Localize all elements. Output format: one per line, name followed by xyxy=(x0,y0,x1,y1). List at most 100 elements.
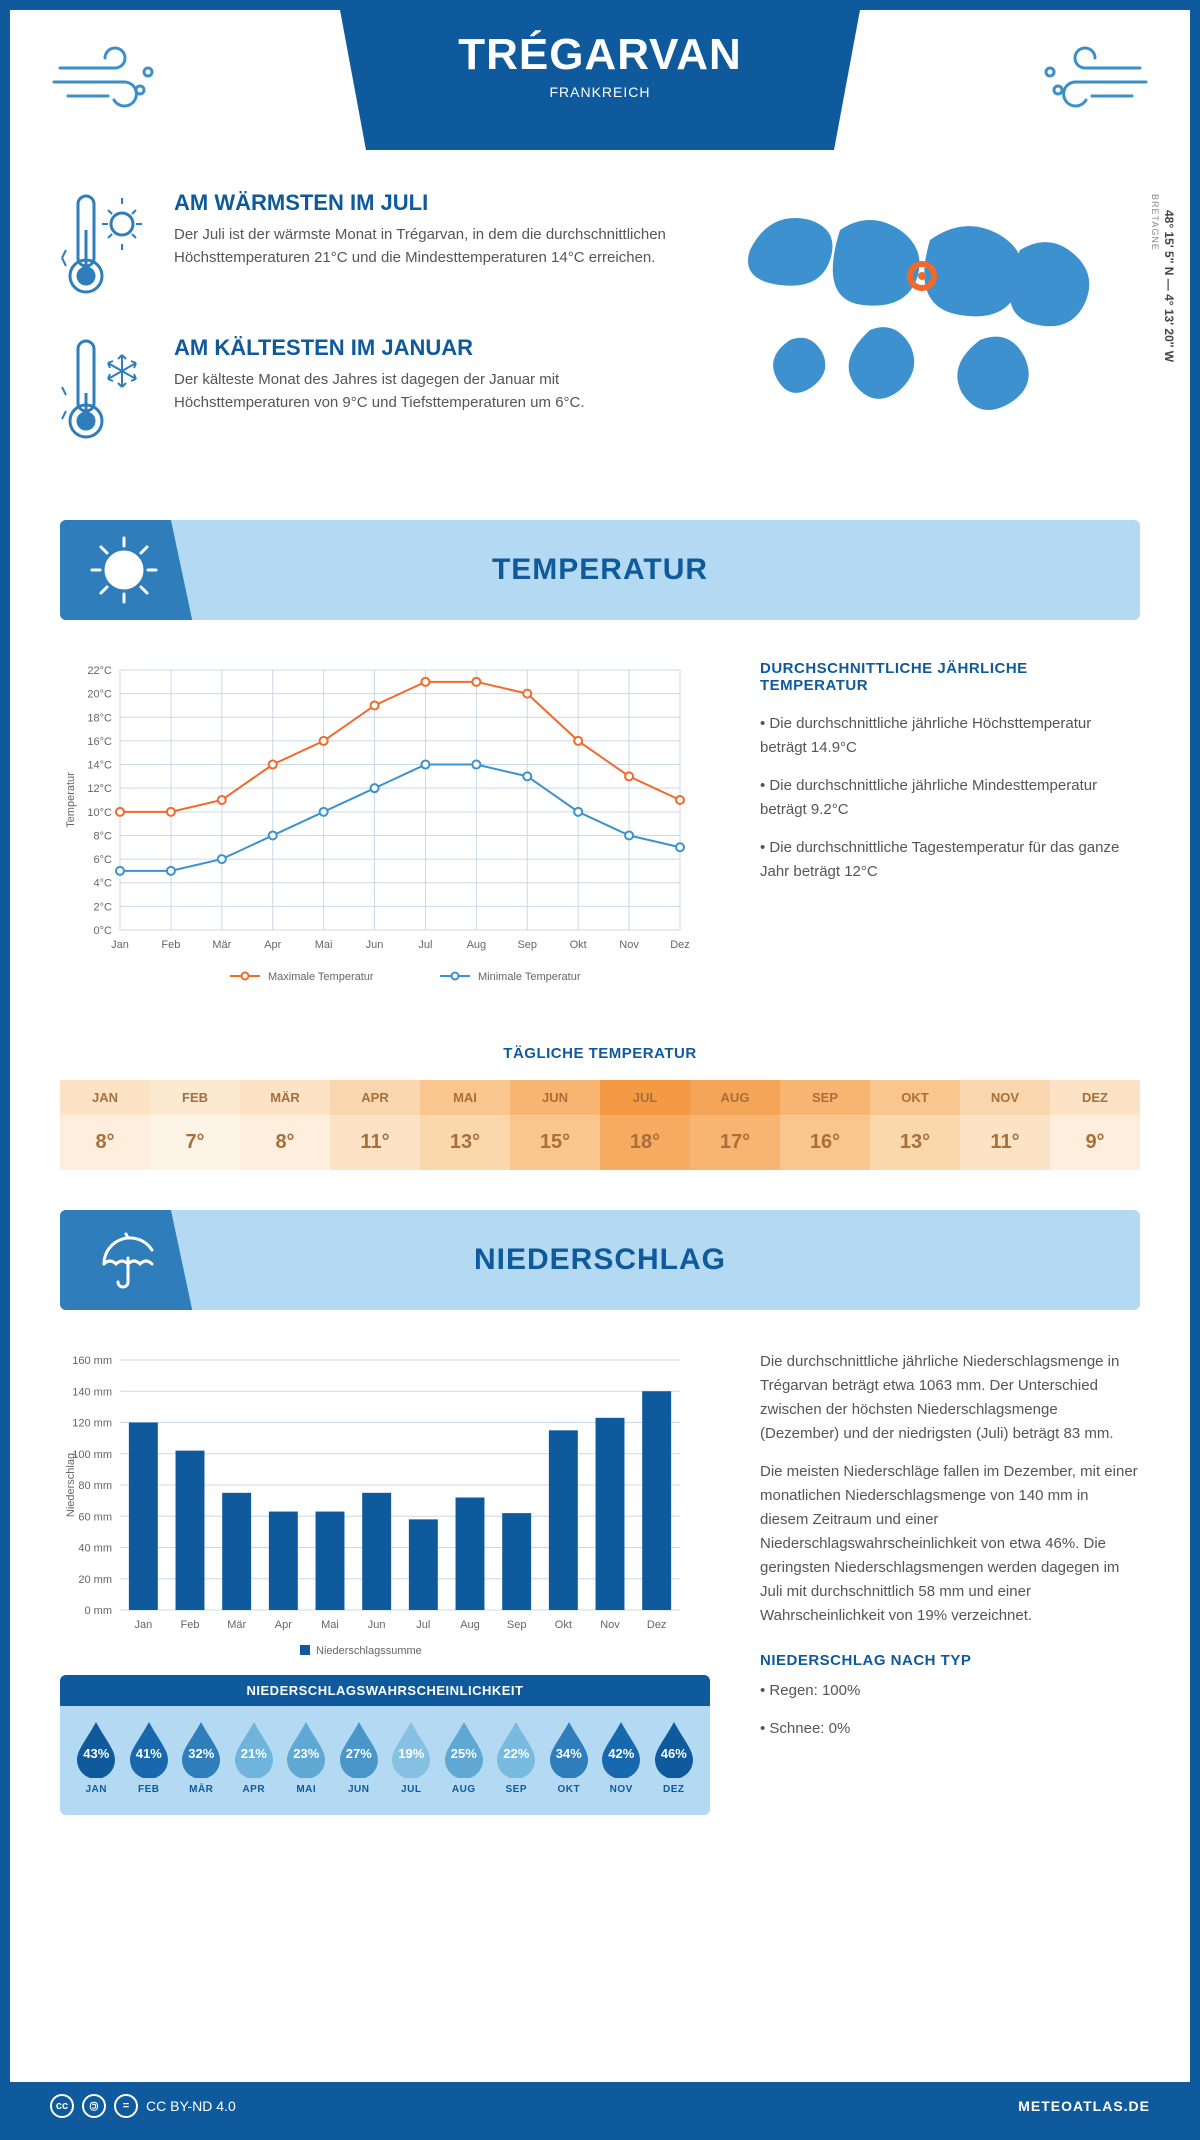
svg-text:Niederschlagssumme: Niederschlagssumme xyxy=(316,1645,422,1657)
drop-icon: 25% xyxy=(441,1720,487,1778)
precip-prob-value: 41% xyxy=(126,1746,172,1761)
precip-prob-cell: 23% MAI xyxy=(280,1720,333,1795)
svg-text:18°C: 18°C xyxy=(87,712,112,724)
temp-table-col: JAN8° xyxy=(60,1080,150,1170)
wind-icon xyxy=(1040,40,1150,125)
precip-prob-month: OKT xyxy=(543,1784,596,1795)
precip-prob-month: AUG xyxy=(438,1784,491,1795)
umbrella-icon xyxy=(88,1224,158,1299)
svg-text:Apr: Apr xyxy=(275,1619,292,1631)
warmest-text: Der Juli ist der wärmste Monat in Trégar… xyxy=(174,224,680,269)
license-text: CC BY-ND 4.0 xyxy=(146,2098,236,2114)
svg-text:Apr: Apr xyxy=(264,939,281,951)
precip-type-item: Regen: 100% xyxy=(760,1679,1140,1703)
precip-prob-month: JUN xyxy=(333,1784,386,1795)
svg-text:20 mm: 20 mm xyxy=(78,1574,112,1586)
temp-table-col: JUN15° xyxy=(510,1080,600,1170)
svg-text:Mär: Mär xyxy=(212,939,231,951)
svg-text:14°C: 14°C xyxy=(87,760,112,772)
temperature-heading: TEMPERATUR xyxy=(492,553,708,587)
daily-temperature-table: JAN8°FEB7°MÄR8°APR11°MAI13°JUN15°JUL18°A… xyxy=(60,1080,1140,1170)
precip-prob-cell: 21% APR xyxy=(228,1720,281,1795)
svg-text:0°C: 0°C xyxy=(94,925,113,937)
temp-bullet: Die durchschnittliche jährliche Mindestt… xyxy=(760,774,1140,822)
svg-text:Jan: Jan xyxy=(111,939,129,951)
precip-prob-cell: 41% FEB xyxy=(123,1720,176,1795)
svg-text:Mär: Mär xyxy=(227,1619,246,1631)
region-label: BRETAGNE xyxy=(1150,194,1160,251)
temperature-section-head: TEMPERATUR xyxy=(60,520,1140,620)
temp-table-col: FEB7° xyxy=(150,1080,240,1170)
svg-text:Sep: Sep xyxy=(507,1619,527,1631)
precipitation-summary: Die durchschnittliche jährliche Niedersc… xyxy=(760,1350,1140,1815)
coldest-text: Der kälteste Monat des Jahres ist dagege… xyxy=(174,369,680,414)
precip-prob-cell: 42% NOV xyxy=(595,1720,648,1795)
temp-summary-heading: DURCHSCHNITTLICHE JÄHRLICHE TEMPERATUR xyxy=(760,660,1140,694)
precipitation-chart: 0 mm20 mm40 mm60 mm80 mm100 mm120 mm140 … xyxy=(60,1350,710,1675)
precip-type-item: Schnee: 0% xyxy=(760,1717,1140,1741)
intro-section: AM WÄRMSTEN IM JULI Der Juli ist der wär… xyxy=(60,190,1140,480)
temp-table-value: 8° xyxy=(60,1115,150,1170)
svg-text:Dez: Dez xyxy=(647,1619,667,1631)
svg-text:6°C: 6°C xyxy=(94,854,113,866)
precip-prob-value: 23% xyxy=(283,1746,329,1761)
temp-table-value: 16° xyxy=(780,1115,870,1170)
precip-prob-month: SEP xyxy=(490,1784,543,1795)
precipitation-section-head: NIEDERSCHLAG xyxy=(60,1210,1140,1310)
precip-prob-value: 32% xyxy=(178,1746,224,1761)
drop-icon: 41% xyxy=(126,1720,172,1778)
temp-table-month: NOV xyxy=(960,1080,1050,1115)
svg-text:Aug: Aug xyxy=(467,939,487,951)
svg-text:Niederschlag: Niederschlag xyxy=(65,1453,77,1517)
svg-text:Okt: Okt xyxy=(570,939,587,951)
svg-text:Feb: Feb xyxy=(181,1619,200,1631)
drop-icon: 34% xyxy=(546,1720,592,1778)
svg-text:120 mm: 120 mm xyxy=(72,1418,112,1430)
precip-prob-cell: 25% AUG xyxy=(438,1720,491,1795)
temp-table-value: 15° xyxy=(510,1115,600,1170)
temp-table-month: JUN xyxy=(510,1080,600,1115)
temp-bullet: Die durchschnittliche jährliche Höchstte… xyxy=(760,712,1140,760)
coldest-title: AM KÄLTESTEN IM JANUAR xyxy=(174,335,680,361)
temp-table-value: 11° xyxy=(960,1115,1050,1170)
precip-prob-cell: 32% MÄR xyxy=(175,1720,228,1795)
precip-prob-month: NOV xyxy=(595,1784,648,1795)
precip-prob-value: 46% xyxy=(651,1746,697,1761)
precip-prob-value: 22% xyxy=(493,1746,539,1761)
temp-table-month: DEZ xyxy=(1050,1080,1140,1115)
temperature-chart: 0°C2°C4°C6°C8°C10°C12°C14°C16°C18°C20°C2… xyxy=(60,660,710,1005)
precip-prob-value: 42% xyxy=(598,1746,644,1761)
svg-text:Mai: Mai xyxy=(315,939,333,951)
drop-icon: 42% xyxy=(598,1720,644,1778)
svg-text:Okt: Okt xyxy=(555,1619,572,1631)
svg-text:Minimale Temperatur: Minimale Temperatur xyxy=(478,971,581,983)
temp-table-value: 13° xyxy=(420,1115,510,1170)
svg-text:2°C: 2°C xyxy=(94,901,113,913)
cc-icon: cc xyxy=(50,2094,74,2118)
svg-text:0 mm: 0 mm xyxy=(85,1605,113,1617)
temp-table-value: 8° xyxy=(240,1115,330,1170)
precip-prob-value: 21% xyxy=(231,1746,277,1761)
temp-table-value: 9° xyxy=(1050,1115,1140,1170)
svg-text:Jul: Jul xyxy=(418,939,432,951)
svg-text:40 mm: 40 mm xyxy=(78,1543,112,1555)
header: TRÉGARVAN FRANKREICH xyxy=(10,10,1190,150)
precip-prob-month: MAI xyxy=(280,1784,333,1795)
thermometer-sun-icon xyxy=(60,190,150,305)
temp-table-col: JUL18° xyxy=(600,1080,690,1170)
svg-text:Jun: Jun xyxy=(368,1619,386,1631)
precip-prob-value: 27% xyxy=(336,1746,382,1761)
drop-icon: 23% xyxy=(283,1720,329,1778)
svg-text:Nov: Nov xyxy=(619,939,639,951)
coldest-fact: AM KÄLTESTEN IM JANUAR Der kälteste Mona… xyxy=(60,335,680,450)
temp-table-month: OKT xyxy=(870,1080,960,1115)
svg-text:20°C: 20°C xyxy=(87,689,112,701)
temp-table-col: NOV11° xyxy=(960,1080,1050,1170)
precipitation-probability: NIEDERSCHLAGSWAHRSCHEINLICHKEIT 43% JAN … xyxy=(60,1675,710,1815)
svg-text:Maximale Temperatur: Maximale Temperatur xyxy=(268,971,374,983)
precip-prob-cell: 19% JUL xyxy=(385,1720,438,1795)
warmest-title: AM WÄRMSTEN IM JULI xyxy=(174,190,680,216)
wind-icon xyxy=(50,40,160,125)
svg-text:160 mm: 160 mm xyxy=(72,1355,112,1367)
temp-table-col: OKT13° xyxy=(870,1080,960,1170)
